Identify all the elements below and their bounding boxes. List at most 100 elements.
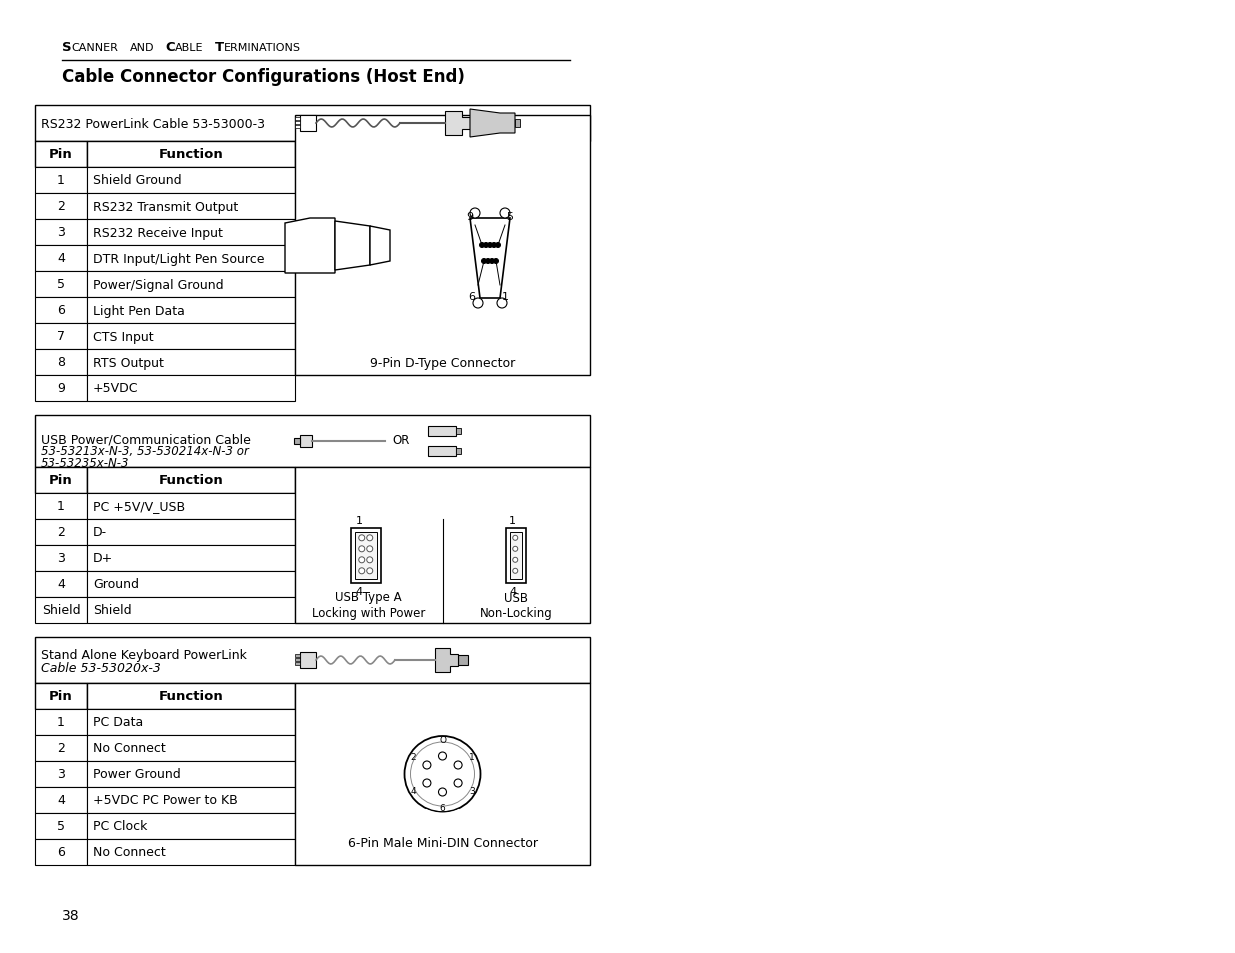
Circle shape xyxy=(422,780,431,787)
Text: 1: 1 xyxy=(57,716,65,729)
Bar xyxy=(456,429,461,435)
Text: 4: 4 xyxy=(57,253,65,265)
Circle shape xyxy=(367,546,373,552)
Text: PC Data: PC Data xyxy=(93,716,143,729)
Text: 4: 4 xyxy=(410,786,416,796)
Bar xyxy=(506,528,526,583)
Text: 5: 5 xyxy=(57,820,65,833)
Bar xyxy=(86,519,295,545)
Text: T: T xyxy=(215,41,224,54)
Circle shape xyxy=(454,761,462,769)
Text: RS232 Receive Input: RS232 Receive Input xyxy=(93,226,222,239)
Circle shape xyxy=(358,558,364,563)
Polygon shape xyxy=(471,110,515,138)
Bar xyxy=(86,193,295,220)
Circle shape xyxy=(483,243,489,248)
Text: 9-Pin D-Type Connector: 9-Pin D-Type Connector xyxy=(369,356,515,369)
Text: USB
Non-Locking: USB Non-Locking xyxy=(480,591,552,619)
Bar xyxy=(351,528,380,583)
Polygon shape xyxy=(435,648,458,672)
Text: DTR Input/Light Pen Source: DTR Input/Light Pen Source xyxy=(93,253,264,265)
Bar xyxy=(86,297,295,324)
Text: Cable Connector Configurations (Host End): Cable Connector Configurations (Host End… xyxy=(62,68,464,86)
Bar xyxy=(354,532,377,579)
Bar xyxy=(458,656,468,665)
Text: 1: 1 xyxy=(469,753,474,761)
Circle shape xyxy=(438,752,447,760)
Text: 6-Pin Male Mini-DIN Connector: 6-Pin Male Mini-DIN Connector xyxy=(347,837,537,850)
Text: USB Type A
Locking with Power: USB Type A Locking with Power xyxy=(312,591,425,619)
Bar xyxy=(86,787,295,813)
Bar xyxy=(86,572,295,598)
Text: +5VDC PC Power to KB: +5VDC PC Power to KB xyxy=(93,794,238,806)
Circle shape xyxy=(358,536,364,541)
Text: Function: Function xyxy=(158,474,224,487)
Circle shape xyxy=(513,569,517,574)
Bar xyxy=(35,375,86,401)
Text: PC Clock: PC Clock xyxy=(93,820,147,833)
Text: 2: 2 xyxy=(57,741,65,755)
Text: D-: D- xyxy=(93,526,107,539)
Text: Function: Function xyxy=(158,149,224,161)
Circle shape xyxy=(513,547,517,552)
Circle shape xyxy=(482,259,487,264)
Bar xyxy=(86,142,295,168)
Circle shape xyxy=(492,243,496,248)
Text: 6: 6 xyxy=(468,292,475,302)
Circle shape xyxy=(485,259,490,264)
Bar xyxy=(86,598,295,623)
Text: No Connect: No Connect xyxy=(93,741,165,755)
Circle shape xyxy=(438,788,447,796)
Text: OR: OR xyxy=(391,433,409,446)
Text: 4: 4 xyxy=(57,578,65,591)
Bar xyxy=(35,168,86,193)
Text: PC +5V/V_USB: PC +5V/V_USB xyxy=(93,500,185,513)
Text: Power Ground: Power Ground xyxy=(93,768,180,781)
Text: 53-53235x-N-3: 53-53235x-N-3 xyxy=(41,457,130,470)
Text: 3: 3 xyxy=(57,226,65,239)
Bar xyxy=(294,438,300,444)
Bar xyxy=(35,142,86,168)
Bar xyxy=(35,494,86,519)
Circle shape xyxy=(489,259,494,264)
Text: 1: 1 xyxy=(57,500,65,513)
Text: Shield: Shield xyxy=(42,604,80,617)
Bar xyxy=(300,436,312,448)
Bar xyxy=(35,598,86,623)
Bar xyxy=(35,468,86,494)
Text: Power/Signal Ground: Power/Signal Ground xyxy=(93,278,224,292)
Text: Pin: Pin xyxy=(49,149,73,161)
Text: 3: 3 xyxy=(57,552,65,565)
Text: S: S xyxy=(62,41,72,54)
Circle shape xyxy=(473,298,483,309)
Bar xyxy=(35,246,86,272)
Bar xyxy=(300,116,316,132)
Bar xyxy=(86,494,295,519)
Text: D+: D+ xyxy=(93,552,114,565)
Text: 38: 38 xyxy=(62,908,79,923)
Bar xyxy=(456,449,461,455)
Bar xyxy=(86,840,295,865)
Text: 3: 3 xyxy=(469,786,474,796)
Bar xyxy=(295,655,300,658)
Bar xyxy=(86,735,295,761)
Text: RTS Output: RTS Output xyxy=(93,356,164,369)
Bar xyxy=(35,106,590,142)
Bar xyxy=(86,761,295,787)
Bar xyxy=(35,840,86,865)
Bar xyxy=(35,324,86,350)
Text: CTS Input: CTS Input xyxy=(93,330,153,343)
Bar xyxy=(35,683,86,709)
Text: O: O xyxy=(438,736,446,744)
Text: 4: 4 xyxy=(509,586,516,597)
Text: +5VDC: +5VDC xyxy=(93,382,138,395)
Bar xyxy=(35,297,86,324)
Circle shape xyxy=(500,209,510,219)
Text: RS232 Transmit Output: RS232 Transmit Output xyxy=(93,200,238,213)
Polygon shape xyxy=(370,227,390,266)
Text: 1: 1 xyxy=(501,292,509,302)
Text: USB Power/Communication Cable: USB Power/Communication Cable xyxy=(41,433,251,446)
Bar xyxy=(429,427,456,436)
Text: 9: 9 xyxy=(467,212,473,222)
Text: 1: 1 xyxy=(509,516,516,525)
